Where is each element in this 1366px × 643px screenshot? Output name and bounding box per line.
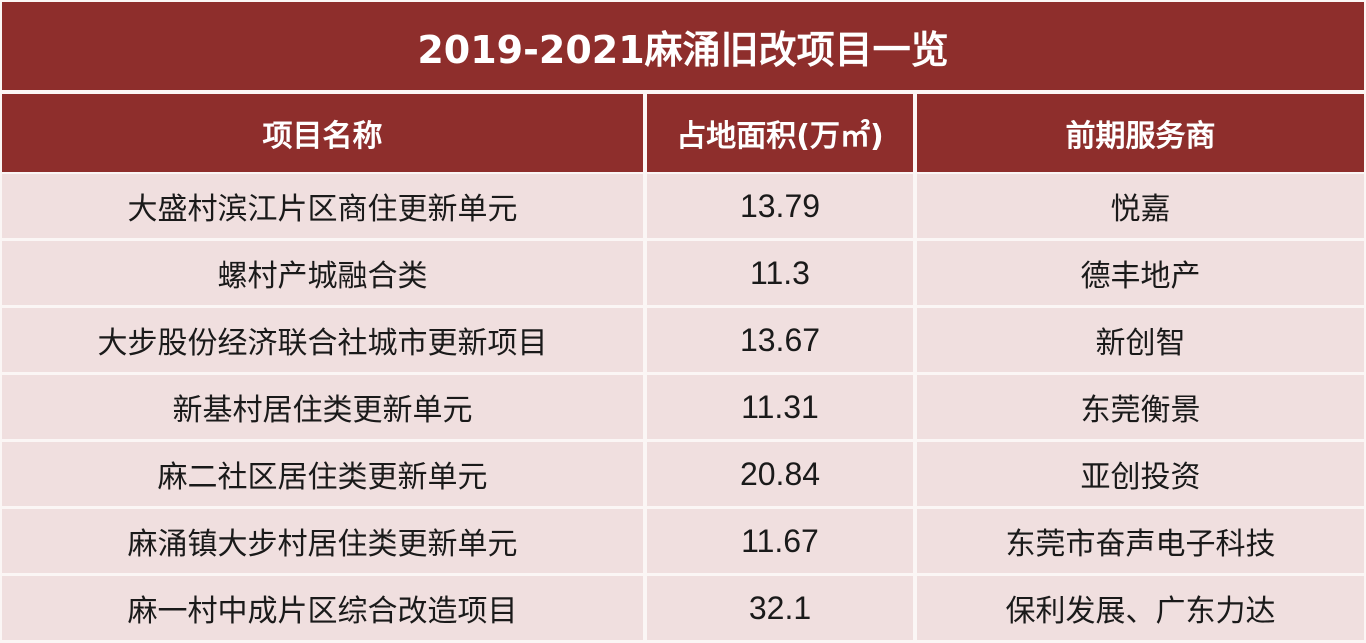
column-divider xyxy=(643,241,647,305)
header-land-area: 占地面积(万㎡) xyxy=(647,94,913,172)
table-row: 大步股份经济联合社城市更新项目 13.67 新创智 xyxy=(2,308,1364,372)
header-service-provider: 前期服务商 xyxy=(917,94,1364,172)
column-divider xyxy=(913,375,917,439)
cell-project-name: 大盛村滨江片区商住更新单元 xyxy=(2,174,643,238)
cell-land-area: 20.84 xyxy=(647,442,913,506)
cell-service-provider: 东莞市奋声电子科技 xyxy=(917,509,1364,573)
column-divider xyxy=(913,94,917,172)
cell-land-area: 32.1 xyxy=(647,576,913,640)
cell-land-area: 13.67 xyxy=(647,308,913,372)
cell-project-name: 麻一村中成片区综合改造项目 xyxy=(2,576,643,640)
table-row: 麻涌镇大步村居住类更新单元 11.67 东莞市奋声电子科技 xyxy=(2,509,1364,573)
table-title: 2019-2021麻涌旧改项目一览 xyxy=(2,2,1364,90)
table-header-row: 项目名称 占地面积(万㎡) 前期服务商 xyxy=(2,94,1364,172)
cell-land-area: 11.3 xyxy=(647,241,913,305)
column-divider xyxy=(913,174,917,238)
column-divider xyxy=(643,442,647,506)
cell-service-provider: 悦嘉 xyxy=(917,174,1364,238)
column-divider xyxy=(643,576,647,640)
cell-service-provider: 德丰地产 xyxy=(917,241,1364,305)
table-row: 新基村居住类更新单元 11.31 东莞衡景 xyxy=(2,375,1364,439)
cell-project-name: 麻涌镇大步村居住类更新单元 xyxy=(2,509,643,573)
cell-project-name: 麻二社区居住类更新单元 xyxy=(2,442,643,506)
column-divider xyxy=(913,308,917,372)
cell-service-provider: 新创智 xyxy=(917,308,1364,372)
column-divider xyxy=(913,576,917,640)
column-divider xyxy=(913,241,917,305)
column-divider xyxy=(643,509,647,573)
cell-land-area: 13.79 xyxy=(647,174,913,238)
table-row: 大盛村滨江片区商住更新单元 13.79 悦嘉 xyxy=(2,174,1364,238)
column-divider xyxy=(913,509,917,573)
table-row: 螺村产城融合类 11.3 德丰地产 xyxy=(2,241,1364,305)
column-divider xyxy=(643,174,647,238)
table-body: 大盛村滨江片区商住更新单元 13.79 悦嘉 螺村产城融合类 11.3 德丰地产… xyxy=(2,174,1364,643)
cell-land-area: 11.31 xyxy=(647,375,913,439)
table-row: 麻一村中成片区综合改造项目 32.1 保利发展、广东力达 xyxy=(2,576,1364,640)
cell-project-name: 大步股份经济联合社城市更新项目 xyxy=(2,308,643,372)
cell-service-provider: 东莞衡景 xyxy=(917,375,1364,439)
cell-service-provider: 亚创投资 xyxy=(917,442,1364,506)
column-divider xyxy=(643,375,647,439)
cell-project-name: 新基村居住类更新单元 xyxy=(2,375,643,439)
column-divider xyxy=(643,308,647,372)
cell-service-provider: 保利发展、广东力达 xyxy=(917,576,1364,640)
header-project-name: 项目名称 xyxy=(2,94,643,172)
cell-project-name: 螺村产城融合类 xyxy=(2,241,643,305)
cell-land-area: 11.67 xyxy=(647,509,913,573)
column-divider xyxy=(643,94,647,172)
table-row: 麻二社区居住类更新单元 20.84 亚创投资 xyxy=(2,442,1364,506)
column-divider xyxy=(913,442,917,506)
